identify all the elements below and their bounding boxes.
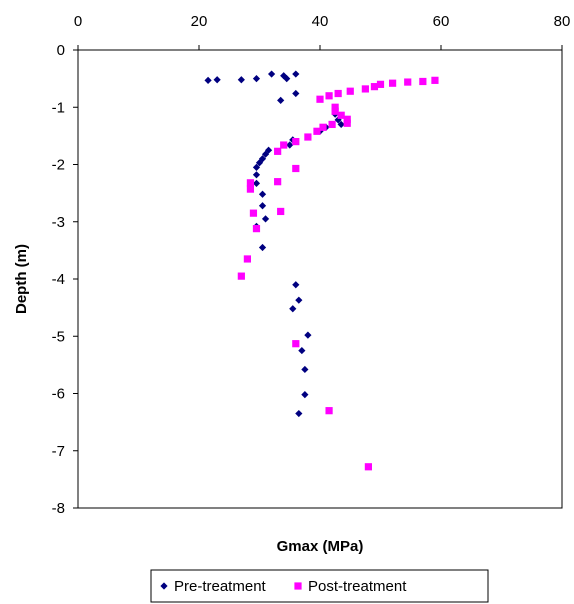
data-point (325, 92, 333, 100)
data-point (346, 87, 354, 95)
y-tick-label: -5 (52, 328, 65, 345)
data-point (243, 255, 251, 263)
data-point (301, 365, 309, 374)
data-point (334, 89, 342, 98)
data-point (304, 331, 312, 339)
data-point (252, 163, 261, 171)
data-point (258, 202, 267, 210)
data-point (268, 70, 276, 78)
x-axis-title: Gmax (MPa) (277, 538, 364, 555)
data-point (301, 391, 309, 399)
y-tick-label: -4 (52, 271, 65, 288)
data-point (252, 225, 261, 233)
data-point (249, 209, 258, 217)
y-axis: 0 -1 -2 -3 -4 -5 -6 -7 -8 (52, 42, 78, 517)
data-point (286, 141, 294, 149)
data-point (331, 103, 339, 111)
y-tick-label: -2 (52, 157, 65, 174)
data-point (252, 75, 261, 83)
data-point (292, 138, 300, 146)
y-tick-label: -1 (52, 99, 65, 116)
data-point (292, 89, 300, 98)
data-point (292, 340, 300, 348)
plot-area (77, 49, 563, 509)
data-point (298, 346, 306, 355)
data-point (343, 115, 351, 123)
data-point (343, 119, 351, 127)
series-post-treatment (237, 76, 439, 471)
data-point (316, 95, 324, 103)
legend-box (150, 569, 489, 603)
legend: Pre-treatment Post-treatment (150, 569, 489, 603)
data-point (337, 111, 345, 119)
y-axis-title: Depth (m) (13, 244, 30, 314)
data-point (274, 147, 282, 155)
y-tick-label: -6 (52, 386, 65, 403)
data-point (204, 76, 212, 84)
data-point (237, 272, 245, 280)
legend-marker (294, 582, 302, 590)
data-point (364, 463, 372, 471)
data-point (277, 207, 285, 216)
data-point (331, 107, 339, 115)
data-point (431, 76, 439, 84)
x-axis: 0 20 40 60 80 (74, 13, 571, 50)
x-tick-label: 20 (191, 13, 208, 30)
data-point (258, 190, 267, 198)
data-point (252, 171, 261, 179)
legend-label: Pre-treatment (174, 578, 267, 595)
y-tick-label: -7 (52, 443, 65, 460)
data-point (328, 120, 336, 129)
legend-marker (160, 582, 168, 590)
data-point (295, 409, 303, 418)
x-tick-label: 40 (312, 13, 329, 30)
data-point (237, 76, 245, 84)
data-point (389, 79, 397, 87)
data-point (258, 243, 267, 252)
data-point (337, 120, 345, 129)
data-point (261, 150, 270, 158)
data-point (261, 215, 270, 223)
x-tick-label: 0 (74, 13, 82, 30)
y-tick-label: 0 (57, 42, 65, 59)
data-point (280, 141, 288, 149)
data-point (255, 159, 264, 167)
data-point (252, 179, 261, 187)
data-point (213, 76, 221, 84)
data-point (404, 78, 412, 86)
data-points (204, 70, 439, 471)
x-tick-label: 60 (433, 13, 450, 30)
data-point (258, 155, 267, 163)
data-point (292, 281, 300, 289)
data-point (370, 83, 379, 91)
x-tick-label: 80 (554, 13, 571, 30)
y-tick-label: -8 (52, 500, 65, 517)
data-point (334, 116, 342, 124)
data-point (292, 70, 300, 78)
data-point (264, 146, 273, 154)
data-point (277, 96, 285, 104)
data-point (419, 77, 427, 86)
data-point (274, 178, 282, 186)
data-point (295, 296, 303, 304)
data-point (246, 185, 255, 193)
data-point (292, 164, 300, 173)
data-point (283, 75, 291, 83)
data-point (325, 407, 333, 415)
data-point (361, 85, 369, 93)
data-point (289, 305, 297, 313)
data-point (313, 127, 321, 135)
data-point (246, 179, 255, 187)
y-tick-label: -3 (52, 214, 65, 231)
data-point (304, 133, 312, 141)
legend-label: Post-treatment (308, 578, 407, 595)
data-point (319, 123, 327, 131)
data-point (376, 80, 385, 88)
